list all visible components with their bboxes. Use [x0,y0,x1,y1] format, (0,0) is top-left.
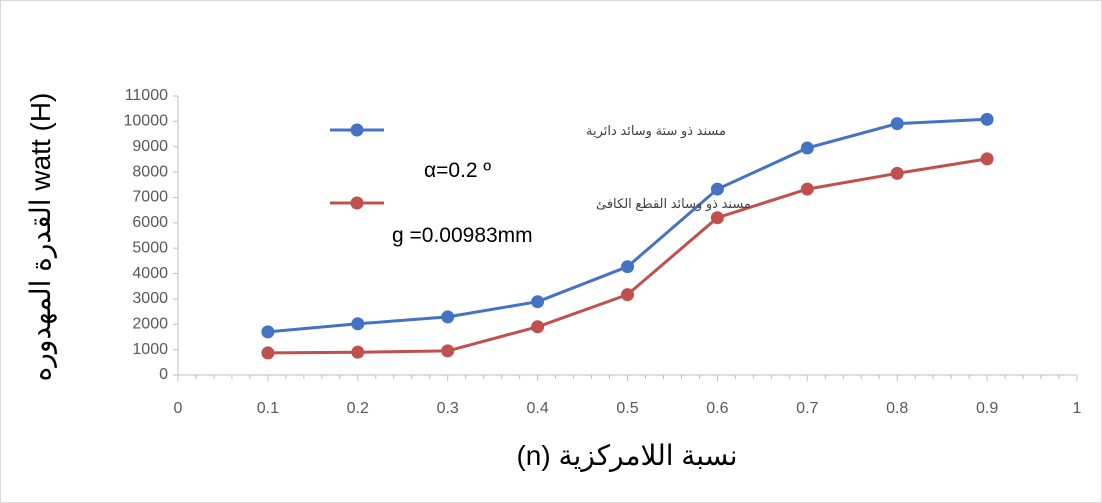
series-layer [261,112,994,360]
series-0-point [441,310,455,324]
x-tick-label: 0.6 [706,400,728,417]
y-tick-label: 3000 [132,290,168,307]
x-tick-label: 0.8 [886,400,908,417]
x-axis-title: نسبة اللامركزية (n) [516,440,737,472]
series-1-point [980,152,994,166]
series-0-point [710,182,724,196]
x-axis-ticks: 0 0.1 0.2 0.3 0.4 0.5 0.6 0.7 0.8 0.9 1 [174,375,1082,417]
x-tick-label: 1 [1073,400,1082,417]
annotation-clearance: g =0.00983mm [392,224,533,247]
legend-marker-circular-pads [350,123,364,137]
series-1-point [441,344,455,358]
y-tick-label: 2000 [132,315,168,332]
legend-item-circular-pads: مسند ذو ستة وسائد دائرية [330,123,726,139]
series-1-point [710,211,724,225]
legend-label-circular-pads: مسند ذو ستة وسائد دائرية [586,123,726,139]
series-0-point [531,295,545,309]
series-1-point [351,345,365,359]
y-axis-title: watt (H) القدرة المهدوره [25,93,57,382]
x-tick-label: 0.3 [437,400,459,417]
annotation-alpha: α=0.2 º [424,159,491,182]
y-tick-label: 9000 [132,138,168,155]
x-tick-label: 0.1 [257,400,279,417]
x-tick-label: 0.7 [796,400,818,417]
x-tick-label: 0.2 [347,400,369,417]
series-0-point [890,117,904,131]
x-tick-label: 0.4 [526,400,548,417]
y-tick-label: 11000 [125,87,168,104]
legend-item-parabolic-pads: مسند ذو وسائد القطع الكافئ [330,196,751,212]
x-tick-label: 0.9 [976,400,998,417]
y-tick-label: 6000 [132,214,168,231]
series-1-point [261,346,275,360]
x-tick-label: 0.5 [616,400,638,417]
y-tick-label: 1000 [132,341,168,358]
series-1-point [890,166,904,180]
x-tick-label: 0 [174,400,183,417]
legend-label-parabolic-pads: مسند ذو وسائد القطع الكافئ [596,196,751,212]
series-1-point [531,320,545,334]
y-tick-label: 4000 [132,265,168,282]
series-0-point [351,317,365,331]
y-tick-label: 5000 [132,239,168,256]
series-1-point [800,182,814,196]
series-1-point [621,288,634,302]
y-tick-label: 10000 [124,113,169,130]
y-axis-ticks: 0 1000 2000 3000 4000 5000 6000 7000 8000 9000 100… [124,87,178,383]
series-0-point [621,260,634,274]
y-tick-label: 7000 [132,189,168,206]
legend: مسند ذو ستة وسائد دائرية مسند ذو وسائد ا… [330,123,751,212]
legend-marker-parabolic-pads [350,196,364,210]
y-tick-label: 0 [159,366,168,383]
series-0-point [261,325,275,339]
series-0-point [980,112,994,126]
y-tick-label: 8000 [132,163,168,180]
series-0-point [800,141,814,155]
